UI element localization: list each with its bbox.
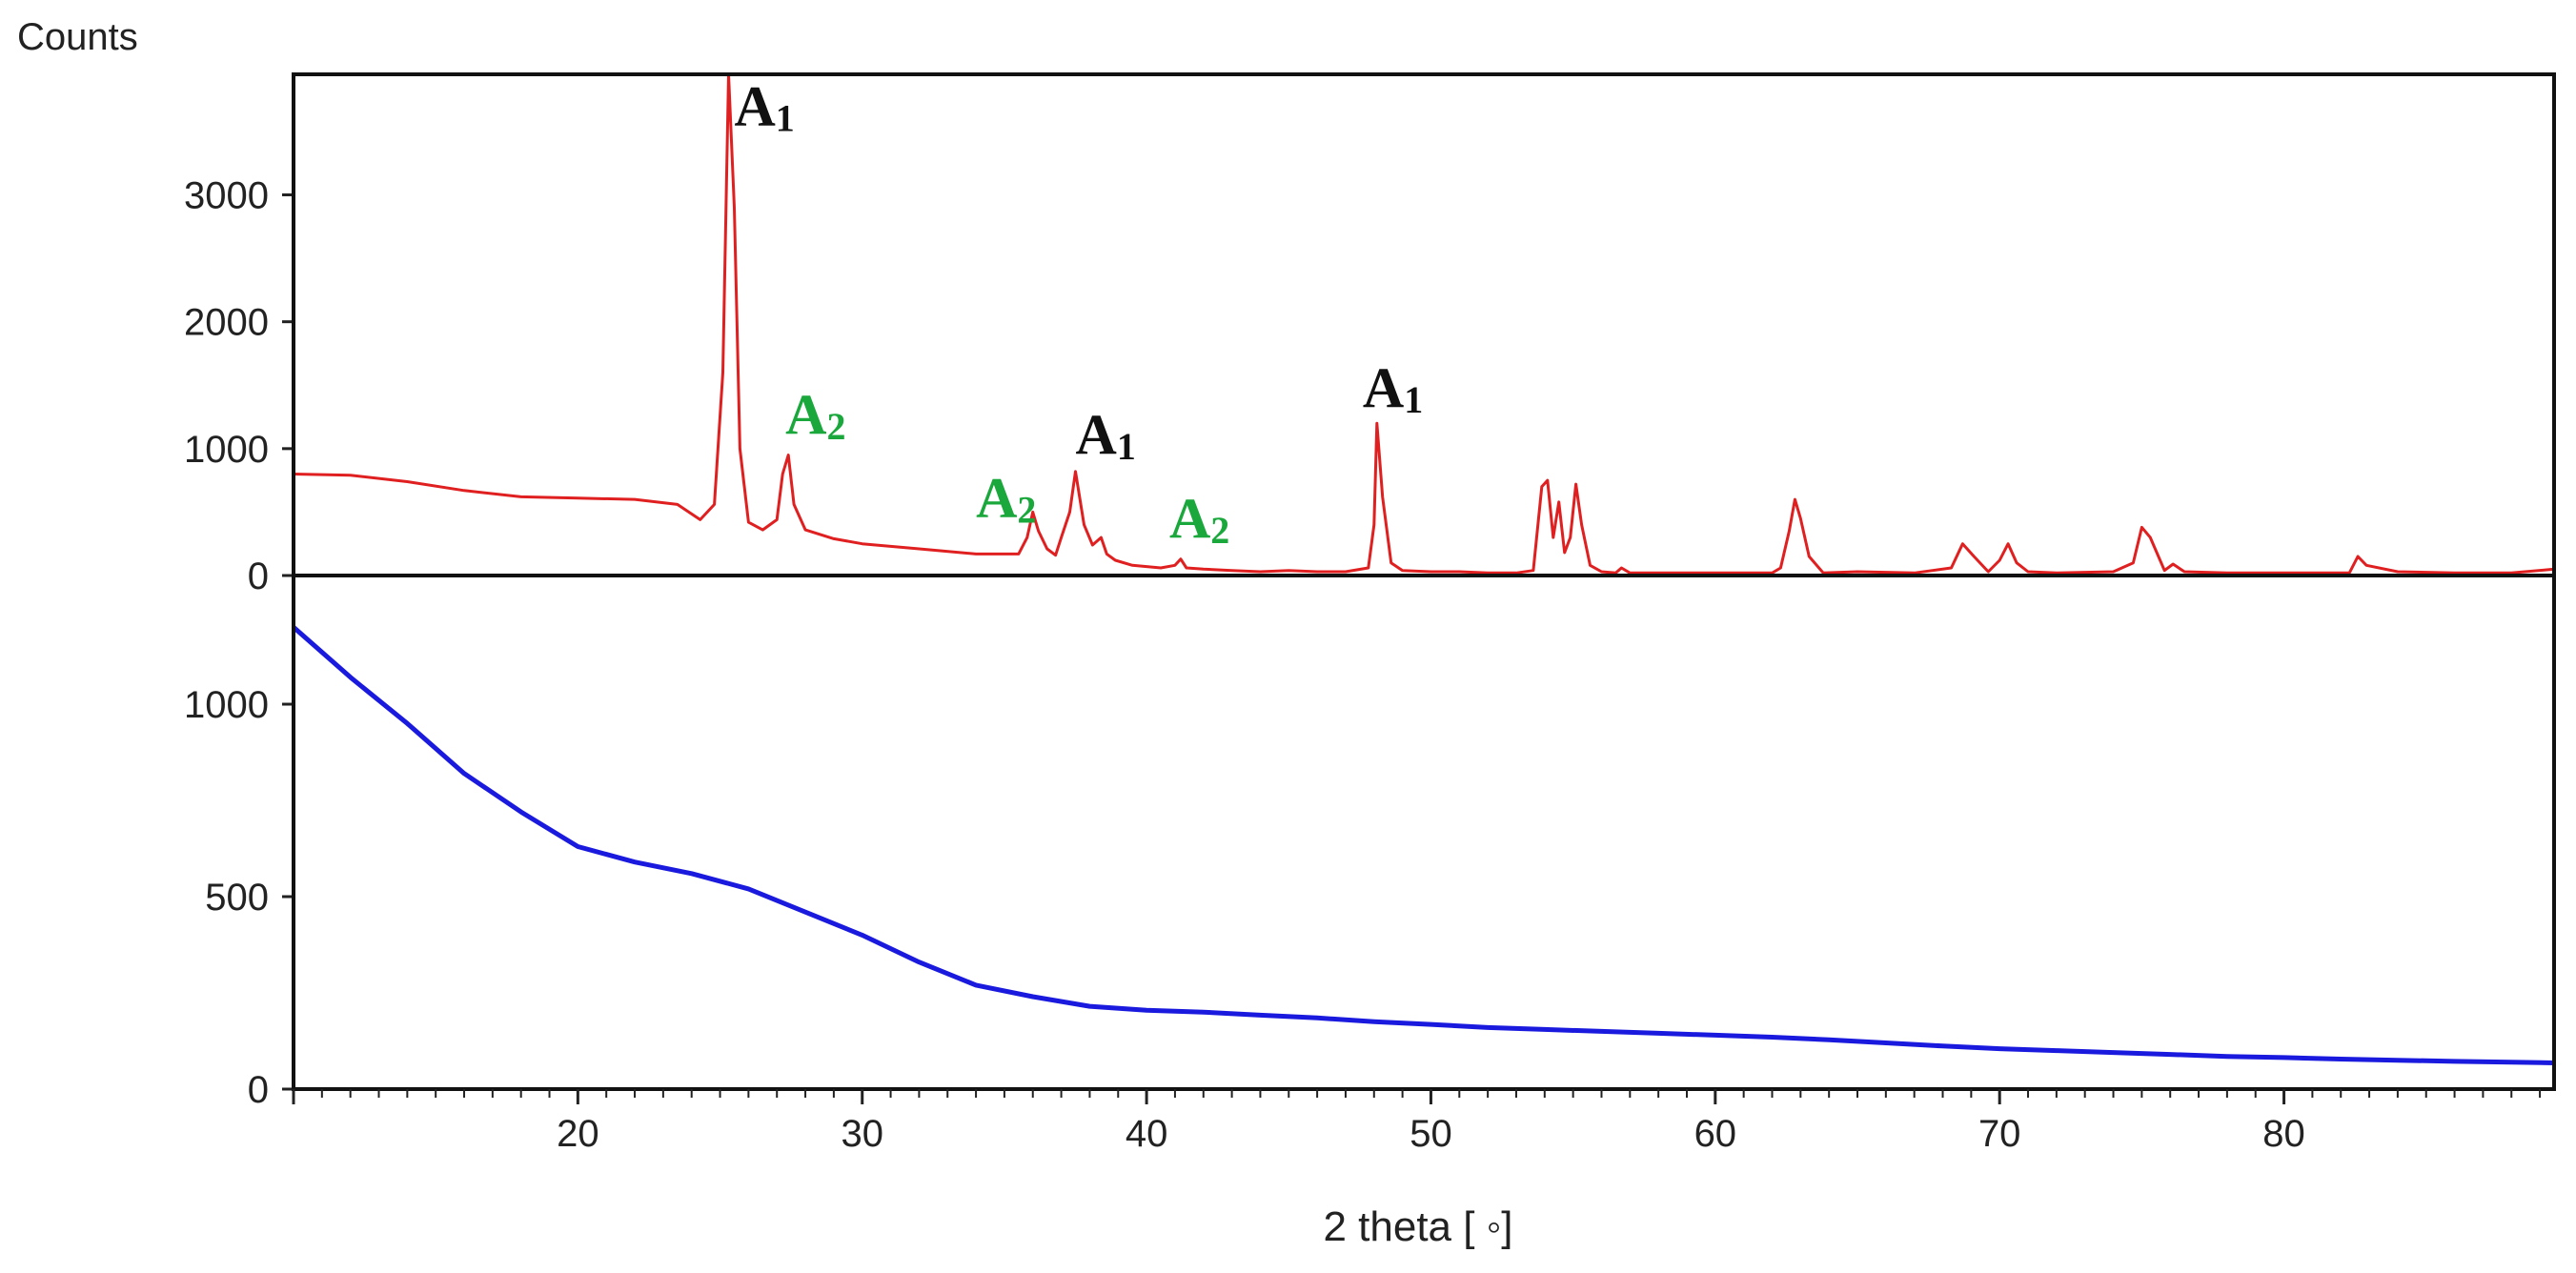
top-peak-label: A2 bbox=[785, 383, 845, 448]
top-series-line bbox=[293, 72, 2555, 575]
x-tick-label: 20 bbox=[557, 1113, 599, 1155]
x-tick-label: 30 bbox=[841, 1113, 883, 1155]
x-tick-label: 40 bbox=[1126, 1113, 1168, 1155]
bottom-y-tick-label: 1000 bbox=[184, 684, 269, 726]
top-peak-label: A1 bbox=[734, 74, 794, 139]
peak-label-main: A bbox=[1169, 487, 1210, 550]
peak-label-sub: 1 bbox=[776, 96, 795, 139]
peak-label-main: A bbox=[785, 383, 826, 446]
x-axis-label: 2 theta [ ◦] bbox=[1323, 1203, 1512, 1250]
top-y-tick-label: 2000 bbox=[184, 302, 269, 344]
x-tick-label: 80 bbox=[2262, 1113, 2305, 1155]
bottom-series-line bbox=[292, 625, 2555, 1065]
peak-label-sub: 2 bbox=[1017, 489, 1036, 532]
x-tick-label: 50 bbox=[1410, 1113, 1452, 1155]
x-tick-label: 60 bbox=[1694, 1113, 1737, 1155]
top-peak-label: A1 bbox=[1076, 403, 1136, 468]
peak-label-sub: 2 bbox=[827, 405, 846, 448]
plot-frame bbox=[292, 72, 2556, 1091]
peak-label-sub: 1 bbox=[1117, 425, 1136, 468]
peak-label-main: A bbox=[734, 74, 775, 137]
top-y-tick-label: 0 bbox=[248, 556, 269, 597]
peak-label-sub: 2 bbox=[1210, 509, 1229, 552]
peak-label-sub: 1 bbox=[1404, 378, 1423, 421]
peak-label-main: A bbox=[1363, 356, 1404, 419]
x-tick-label: 70 bbox=[1978, 1113, 2021, 1155]
bottom-y-tick-label: 0 bbox=[248, 1069, 269, 1111]
y-axis-label: Counts bbox=[17, 16, 138, 58]
bottom-y-tick-label: 500 bbox=[205, 877, 269, 919]
top-peak-label: A2 bbox=[976, 467, 1036, 532]
top-y-tick-label: 1000 bbox=[184, 429, 269, 471]
top-peak-label: A1 bbox=[1363, 356, 1423, 421]
top-peak-label: A2 bbox=[1169, 487, 1229, 552]
peak-label-main: A bbox=[1076, 403, 1117, 466]
peak-label-main: A bbox=[976, 467, 1017, 530]
top-y-tick-label: 3000 bbox=[184, 175, 269, 217]
